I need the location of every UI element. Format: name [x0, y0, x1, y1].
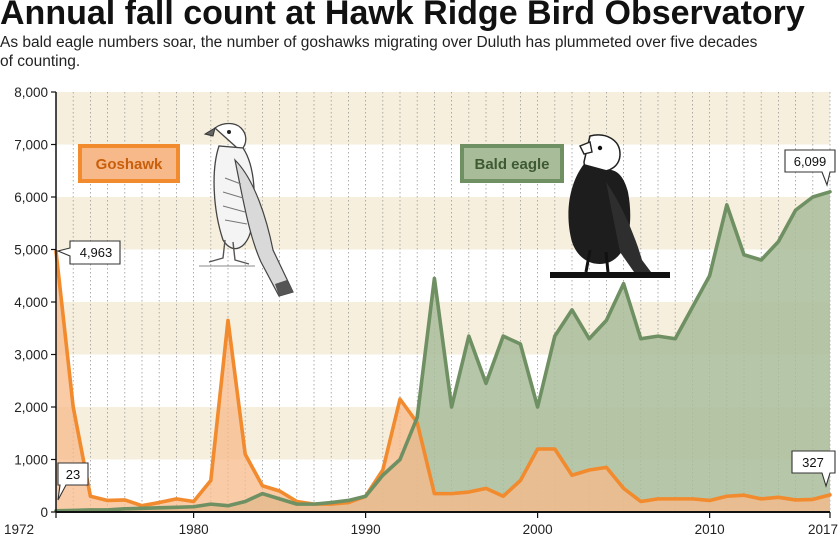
callout-goshawk-start: 4,963 [56, 240, 121, 265]
background-band [56, 144, 830, 197]
background-band [56, 197, 830, 250]
x-tick-label: 2010 [695, 522, 725, 537]
callout-goshawk-start-label: 4,963 [80, 245, 113, 260]
x-axis-ticks: 1972 1980 1990 2000 2010 2017 [4, 512, 838, 537]
legend-goshawk-label: Goshawk [96, 156, 163, 173]
legend-bald-eagle: Bald eagle [460, 144, 564, 183]
chart-subtitle-line1: As bald eagle numbers soar, the number o… [0, 34, 758, 51]
legend-goshawk: Goshawk [78, 144, 180, 183]
bald-eagle-illustration [550, 134, 670, 278]
y-tick-label: 0 [40, 505, 48, 520]
legend-bald-eagle-label: Bald eagle [474, 156, 549, 173]
y-axis-ticks: 0 1,000 2,000 3,000 4,000 5,000 6,000 7,000 8,00… [14, 85, 56, 520]
y-tick-label: 2,000 [14, 400, 48, 415]
y-tick-label: 8,000 [14, 85, 48, 100]
y-tick-label: 5,000 [14, 243, 48, 258]
y-tick-label: 4,000 [14, 295, 48, 310]
y-tick-label: 3,000 [14, 348, 48, 363]
goshawk-illustration [199, 122, 294, 297]
y-tick-label: 1,000 [14, 453, 48, 468]
callout-eagle-start-label: 23 [66, 467, 80, 482]
callout-goshawk-end-label: 327 [802, 455, 824, 470]
callout-goshawk-end: 327 [791, 450, 836, 488]
callout-eagle-start: 23 [57, 462, 89, 501]
line-goshawk [54, 249, 832, 508]
background-band [56, 92, 830, 145]
chart-title: Annual fall count at Hawk Ridge Bird Obs… [0, 0, 805, 32]
plot-area: 0 1,000 2,000 3,000 4,000 5,000 6,000 7,000 8,00… [4, 85, 838, 537]
x-tick-label: 2000 [523, 522, 553, 537]
y-tick-label: 6,000 [14, 190, 48, 205]
callout-eagle-end: 6,099 [784, 149, 836, 187]
x-tick-label: 1972 [4, 522, 34, 537]
callout-eagle-end-label: 6,099 [794, 154, 827, 169]
x-tick-label: 1980 [179, 522, 209, 537]
series-lines [54, 190, 832, 513]
x-tick-label: 2017 [808, 522, 838, 537]
x-tick-label: 1990 [351, 522, 381, 537]
y-tick-label: 7,000 [14, 138, 48, 153]
line-bald-eagle [54, 190, 832, 513]
chart-subtitle-line2: of counting. [0, 53, 80, 70]
